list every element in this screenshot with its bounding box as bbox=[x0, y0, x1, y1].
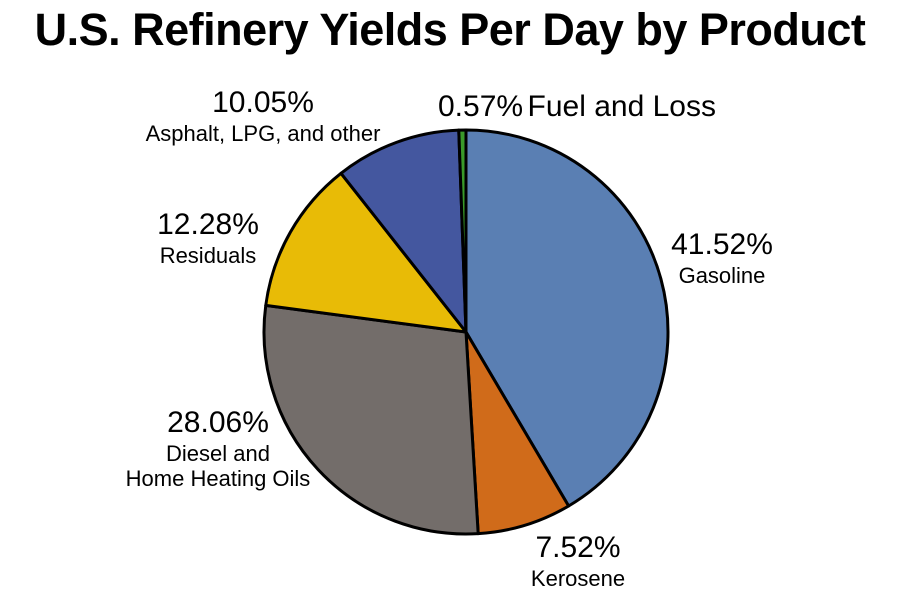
diesel-name-line1: Diesel and bbox=[166, 440, 270, 466]
pie-slice-diesel-and-home-heating-oils bbox=[262, 303, 480, 536]
gasoline-name: Gasoline bbox=[678, 262, 766, 288]
residuals-name: Residuals bbox=[159, 242, 257, 268]
pie-slices bbox=[262, 128, 670, 536]
kerosene-percent: 7.52% bbox=[535, 531, 621, 564]
label-kerosene: 7.52% Kerosene bbox=[508, 531, 648, 591]
fuel-loss-percent: 0.57% bbox=[438, 90, 524, 123]
diesel-name-line2: Home Heating Oils bbox=[125, 465, 311, 491]
diesel-percent: 28.06% bbox=[167, 406, 269, 439]
label-fuel-loss: 0.57% Fuel and Loss bbox=[438, 90, 768, 125]
pie-slice-asphalt-lpg-and-other bbox=[339, 128, 468, 334]
kerosene-name: Kerosene bbox=[530, 565, 626, 591]
fuel-loss-name: Fuel and Loss bbox=[527, 90, 716, 123]
residuals-percent: 12.28% bbox=[157, 208, 259, 241]
asphalt-name: Asphalt, LPG, and other bbox=[145, 120, 381, 146]
pie-slice-gasoline bbox=[464, 128, 670, 508]
gasoline-percent: 41.52% bbox=[671, 228, 773, 261]
pie-slice-residuals bbox=[264, 171, 468, 334]
label-gasoline: 41.52% Gasoline bbox=[652, 228, 792, 288]
asphalt-percent: 10.05% bbox=[212, 86, 314, 119]
label-asphalt: 10.05% Asphalt, LPG, and other bbox=[118, 86, 408, 146]
chart-title: U.S. Refinery Yields Per Day by Product bbox=[34, 4, 866, 55]
pie-slice-fuel-and-loss bbox=[457, 128, 468, 334]
label-residuals: 12.28% Residuals bbox=[138, 208, 278, 268]
label-diesel: 28.06% Diesel and Home Heating Oils bbox=[103, 406, 333, 491]
pie-slice-kerosene bbox=[464, 330, 571, 536]
